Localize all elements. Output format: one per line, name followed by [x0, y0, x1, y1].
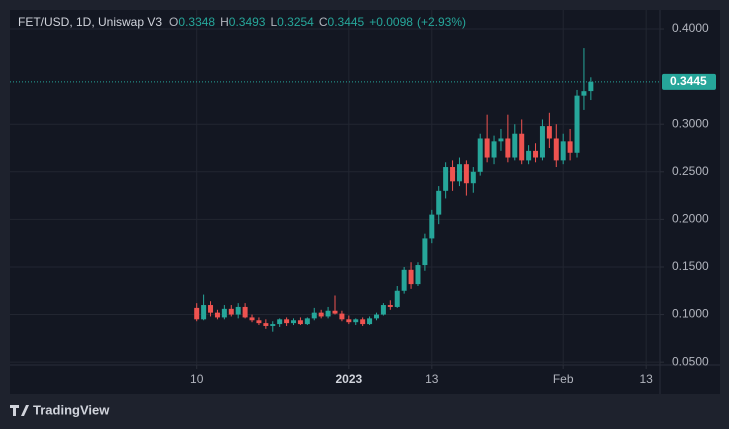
y-tick-label: 0.0500	[672, 354, 709, 368]
candle-body	[484, 138, 490, 158]
candle-body	[235, 306, 241, 315]
candle-body	[491, 141, 497, 158]
candle-body	[256, 320, 262, 324]
candle-body	[353, 319, 359, 323]
candle-body	[505, 138, 511, 158]
candle-body	[208, 305, 214, 313]
candle-body	[408, 269, 414, 285]
candle-body	[339, 313, 345, 320]
candle-body	[415, 265, 421, 285]
candle-body	[581, 91, 587, 96]
candle-body	[346, 319, 352, 323]
candle-body	[360, 319, 366, 325]
candle-body	[539, 126, 545, 158]
candle-body	[512, 133, 518, 158]
candle-body	[429, 214, 435, 239]
candle-body	[477, 138, 483, 172]
candle-body	[456, 164, 462, 182]
candle-body	[249, 317, 255, 321]
candle-body	[263, 323, 269, 326]
y-tick-label: 0.3000	[672, 116, 709, 130]
y-tick-label: 0.1000	[672, 307, 709, 321]
ohlc-value: 0.3254	[277, 15, 314, 29]
candle-body	[304, 318, 310, 325]
y-tick-label: 0.2500	[672, 164, 709, 178]
candle-body	[311, 312, 317, 319]
chart-panel	[10, 10, 720, 394]
candle-body	[443, 167, 449, 191]
x-tick-label: 13	[639, 372, 653, 386]
ohlc-value: 0.3445	[328, 15, 365, 29]
logo-icon	[10, 405, 29, 416]
change-pct: (+2.93%)	[417, 15, 466, 29]
ohlc-value: 0.3348	[178, 15, 215, 29]
candle-body	[394, 290, 400, 307]
ohlc-key: L	[270, 15, 277, 29]
candle-body	[270, 324, 276, 326]
ohlc-key: C	[319, 15, 328, 29]
header-legend: FET/USD, 1D, Uniswap V3 O0.3348 H0.3493 L0.…	[18, 15, 466, 29]
candle-body	[519, 133, 525, 161]
ohlc-key: O	[169, 15, 178, 29]
candle-body	[194, 307, 200, 320]
candle-body	[387, 305, 393, 307]
candle-body	[297, 320, 303, 325]
change: +0.0098	[369, 15, 413, 29]
symbol: FET/USD, 1D, Uniswap V3	[18, 15, 162, 29]
ohlc-key: H	[220, 15, 229, 29]
candle-body	[553, 138, 559, 161]
candle-body	[450, 167, 456, 182]
candle-body	[373, 314, 379, 319]
candle-body	[588, 81, 594, 92]
x-tick-label: 10	[190, 372, 204, 386]
candle-body	[498, 138, 504, 142]
candle-body	[284, 319, 290, 324]
candle-body	[277, 319, 283, 325]
candle-body	[463, 164, 469, 184]
candle-body	[401, 269, 407, 291]
last-price-badge	[662, 73, 716, 90]
candle-body	[367, 318, 373, 325]
x-tick-label: 2023	[335, 372, 362, 386]
brand: TradingView	[33, 402, 110, 417]
candle-body	[318, 312, 324, 317]
y-tick-label: 0.1500	[672, 259, 709, 273]
x-tick-label: Feb	[553, 372, 574, 386]
ohlc-value: 0.3493	[229, 15, 266, 29]
y-tick-label: 0.4000	[672, 21, 709, 35]
candle-body	[221, 308, 227, 318]
candle-body	[436, 190, 442, 215]
candle-body	[546, 126, 552, 139]
candle-body	[332, 310, 338, 314]
candle-body	[291, 320, 297, 324]
candle-body	[380, 305, 386, 315]
candle-body	[228, 308, 234, 315]
candle-body	[560, 141, 566, 161]
candle-body	[526, 150, 532, 161]
last-price-label: 0.3445	[670, 74, 707, 88]
y-tick-label: 0.2000	[672, 212, 709, 226]
candle-body	[214, 312, 220, 318]
candle-body	[422, 238, 428, 266]
logo: TradingView	[10, 402, 110, 417]
x-tick-label: 13	[425, 372, 439, 386]
candle-body	[470, 171, 476, 184]
candle-body	[325, 310, 331, 317]
candle-body	[201, 305, 207, 320]
candle-body	[242, 306, 248, 318]
candle-body	[567, 141, 573, 153]
candle-body	[533, 150, 539, 158]
candle-body	[574, 95, 580, 153]
